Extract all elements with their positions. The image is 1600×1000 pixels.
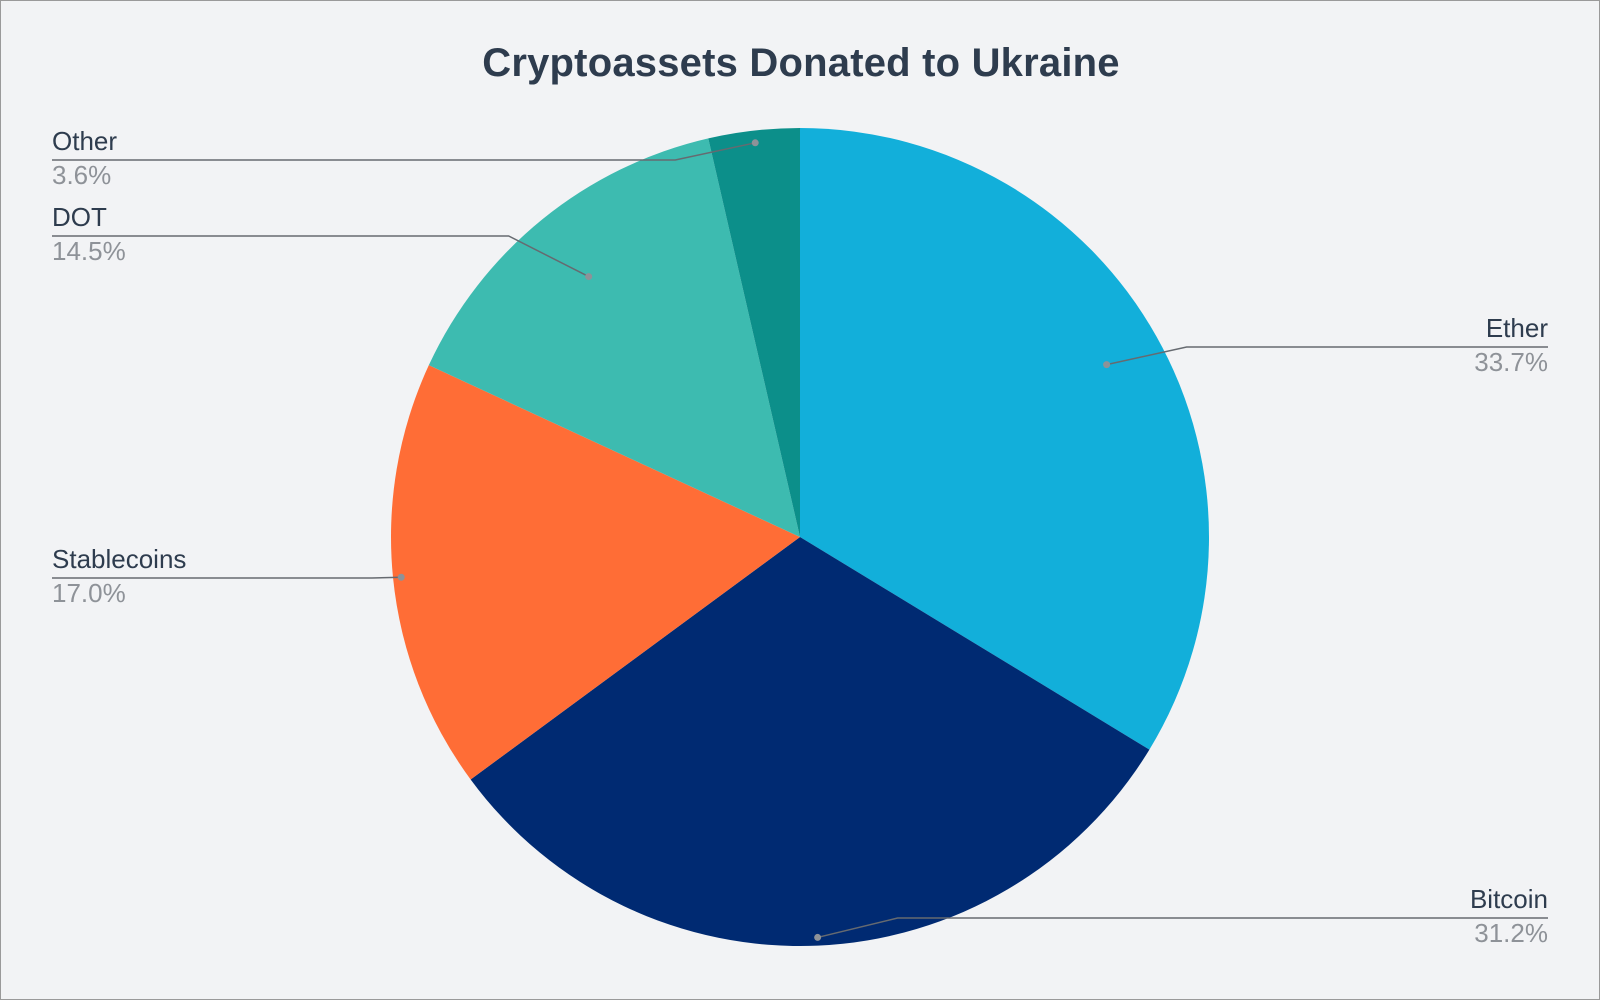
pie-slice-stablecoins <box>391 365 800 780</box>
leader-dot-bitcoin <box>814 933 822 941</box>
leader-line-other <box>52 142 756 161</box>
slice-label-stablecoins: Stablecoins <box>52 544 186 574</box>
leader-dot-dot <box>585 273 593 281</box>
slice-value-dot: 14.5% <box>52 236 126 266</box>
leader-line-bitcoin <box>817 917 1548 939</box>
chart-title: Cryptoassets Donated to Ukraine <box>482 41 1120 85</box>
slice-value-other: 3.6% <box>52 160 111 190</box>
slice-value-ether: 33.7% <box>1474 347 1548 377</box>
leader-dot-stablecoins <box>397 573 405 581</box>
slice-label-other: Other <box>52 126 117 156</box>
leader-line-ether <box>1106 346 1548 366</box>
leader-line-stablecoins <box>52 576 402 579</box>
leader-dot-other <box>751 139 759 147</box>
slice-value-stablecoins: 17.0% <box>52 578 126 608</box>
slice-label-dot: DOT <box>52 202 107 232</box>
pie-slice-ether <box>800 128 1210 750</box>
pie-slice-dot <box>428 138 800 537</box>
slice-label-bitcoin: Bitcoin <box>1470 884 1548 914</box>
pie-slice-other <box>708 128 800 537</box>
pie-slice-bitcoin <box>470 537 1150 946</box>
slice-label-ether: Ether <box>1486 313 1548 343</box>
pie-labels: Ether 33.7% Bitcoin 31.2% Stablecoins 17.0% DO… <box>52 126 1548 948</box>
pie-slices <box>391 128 1210 946</box>
slice-value-bitcoin: 31.2% <box>1474 918 1548 948</box>
leader-dot-ether <box>1103 361 1111 369</box>
leader-line-dot <box>52 235 590 278</box>
